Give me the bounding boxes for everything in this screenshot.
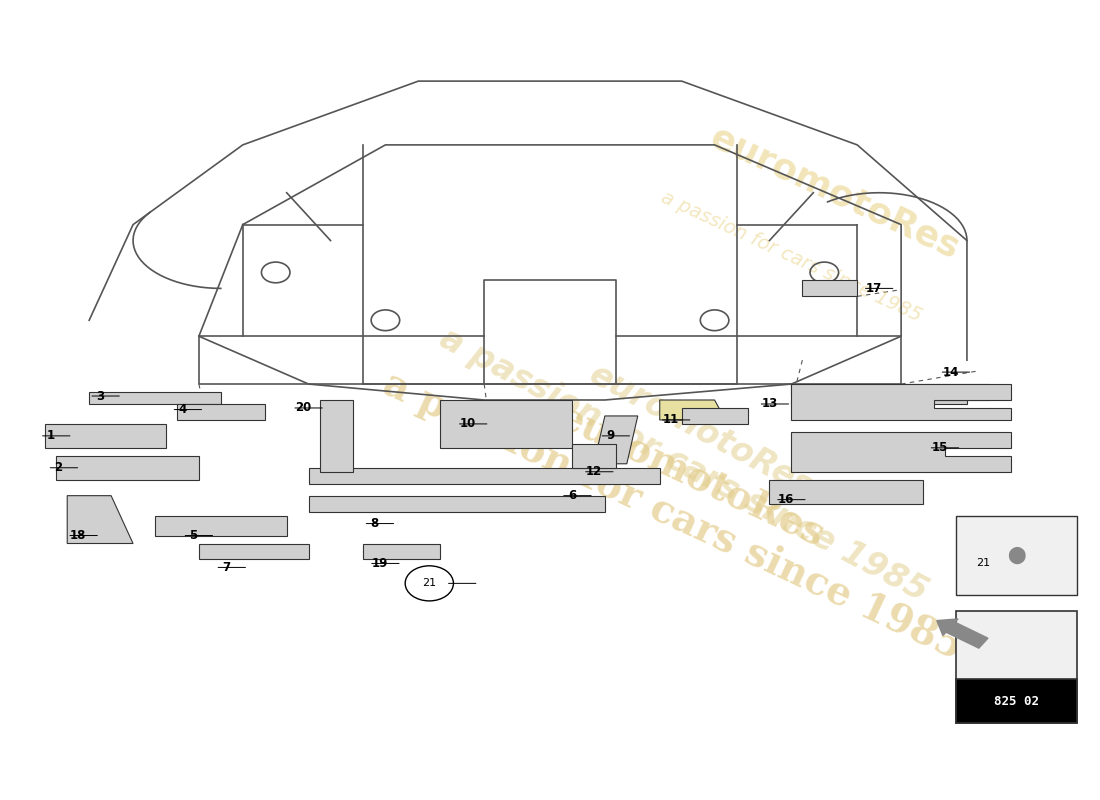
Polygon shape xyxy=(309,496,605,512)
Text: 21: 21 xyxy=(977,558,990,569)
Polygon shape xyxy=(791,384,1011,420)
Text: 3: 3 xyxy=(96,390,104,402)
Text: 13: 13 xyxy=(761,398,778,410)
FancyBboxPatch shape xyxy=(956,611,1077,723)
Polygon shape xyxy=(572,444,616,468)
Text: ⬤: ⬤ xyxy=(1006,546,1025,565)
Text: 14: 14 xyxy=(943,366,959,378)
Text: 12: 12 xyxy=(586,466,602,478)
Polygon shape xyxy=(440,400,572,448)
Text: 9: 9 xyxy=(606,430,615,442)
Polygon shape xyxy=(177,404,265,420)
FancyBboxPatch shape xyxy=(956,515,1077,595)
Text: euromotoRes: euromotoRes xyxy=(705,120,966,266)
FancyBboxPatch shape xyxy=(956,679,1077,723)
Polygon shape xyxy=(791,432,1011,472)
Text: 8: 8 xyxy=(371,517,378,530)
Polygon shape xyxy=(320,400,352,472)
FancyArrow shape xyxy=(937,619,988,648)
Text: 11: 11 xyxy=(662,414,679,426)
Polygon shape xyxy=(67,496,133,543)
Polygon shape xyxy=(802,281,857,296)
Text: 21: 21 xyxy=(422,578,437,588)
Text: 6: 6 xyxy=(568,489,576,502)
Text: 17: 17 xyxy=(866,282,882,295)
Text: 1: 1 xyxy=(46,430,55,442)
Text: 5: 5 xyxy=(189,529,198,542)
Polygon shape xyxy=(56,456,199,480)
Text: 7: 7 xyxy=(222,561,230,574)
Text: a passion for cars since 1985: a passion for cars since 1985 xyxy=(658,188,925,326)
Polygon shape xyxy=(199,543,309,559)
Text: 16: 16 xyxy=(778,493,794,506)
Text: 18: 18 xyxy=(70,529,87,542)
Text: 20: 20 xyxy=(295,402,311,414)
Text: 10: 10 xyxy=(460,418,476,430)
Text: 4: 4 xyxy=(178,403,187,416)
Text: euromotoRes
a passion for cars since 1985: euromotoRes a passion for cars since 198… xyxy=(434,288,952,608)
Text: euromotoRes
a passion for cars since 1985: euromotoRes a passion for cars since 198… xyxy=(377,325,987,667)
Text: 2: 2 xyxy=(54,462,63,474)
Polygon shape xyxy=(682,408,748,424)
Polygon shape xyxy=(660,400,726,420)
Polygon shape xyxy=(89,392,221,404)
Polygon shape xyxy=(45,424,166,448)
Polygon shape xyxy=(791,384,989,404)
Text: 19: 19 xyxy=(372,557,388,570)
Text: 15: 15 xyxy=(932,442,948,454)
Text: 825 02: 825 02 xyxy=(993,695,1038,708)
Polygon shape xyxy=(155,515,287,535)
Polygon shape xyxy=(309,468,660,484)
Polygon shape xyxy=(594,416,638,464)
Polygon shape xyxy=(363,543,440,559)
Polygon shape xyxy=(769,480,923,504)
